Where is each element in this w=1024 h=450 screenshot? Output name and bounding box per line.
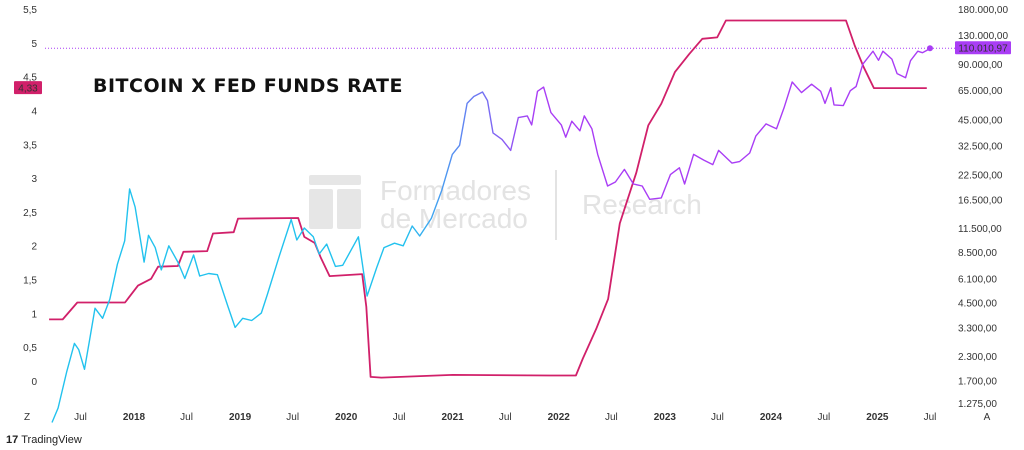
watermark-line1: Formadores — [380, 175, 531, 206]
x-tick-label: Jul — [74, 412, 87, 423]
right-tick-label: 11.500,00 — [958, 224, 1002, 235]
x-tick-label: 2020 — [335, 412, 358, 423]
right-tick-label: 130.000,00 — [958, 31, 1008, 42]
right-axis: 180.000,00 130.000,00 90.000,00 65.000,00 45… — [958, 5, 1008, 410]
x-tick-label: 2023 — [654, 412, 677, 423]
left-tick-label: 0 — [31, 377, 37, 388]
x-axis: Jul 2018 Jul 2019 Jul 2020 Jul 2021 Jul 2022 Jul 20… — [74, 412, 936, 423]
x-tick-label: 2022 — [548, 412, 571, 423]
left-tick-label: 4,5 — [23, 73, 37, 84]
x-tick-label: Jul — [711, 412, 724, 423]
x-tick-label: Jul — [499, 412, 512, 423]
right-tick-label: 16.500,00 — [958, 195, 1003, 206]
btc-current-label: 110.010,97 — [958, 44, 1008, 55]
footer-brand: TradingView — [21, 434, 82, 446]
left-tick-label: 5,5 — [23, 5, 37, 16]
x-tick-label: 2018 — [123, 412, 146, 423]
right-tick-label: 22.500,00 — [958, 171, 1003, 182]
right-tick-label: 180.000,00 — [958, 5, 1008, 16]
x-tick-label: Jul — [393, 412, 406, 423]
left-tick-label: 2,5 — [23, 208, 37, 219]
chart-title: BITCOIN X FED FUNDS RATE — [93, 75, 403, 97]
x-tick-label: Jul — [605, 412, 618, 423]
bitcoin-line — [51, 47, 931, 423]
bitcoin-last-point — [926, 45, 933, 52]
right-tick-label: 6.100,00 — [958, 275, 997, 286]
x-tick-label: 2021 — [441, 412, 464, 423]
right-tick-label: 4.500,00 — [958, 299, 997, 310]
x-tick-label: Jul — [924, 412, 937, 423]
right-tick-label: 8.500,00 — [958, 248, 997, 259]
left-axis: 0 0,5 1 1,5 2 2,5 3 3,5 4 4,5 5 5,5 — [23, 5, 37, 388]
watermark-right: Research — [582, 189, 702, 220]
footer: 17 TradingView — [6, 434, 82, 446]
left-tick-label: 4 — [31, 106, 37, 117]
axis-corner-right[interactable]: A — [984, 412, 991, 423]
left-tick-label: 3 — [31, 174, 37, 185]
left-tick-label: 0,5 — [23, 343, 37, 354]
watermark: Formadores de Mercado Research — [309, 170, 702, 240]
watermark-line2: de Mercado — [380, 203, 528, 234]
right-tick-label: 45.000,00 — [958, 115, 1003, 126]
right-tick-label: 2.300,00 — [958, 352, 997, 363]
x-tick-label: Jul — [180, 412, 193, 423]
left-tick-label: 1,5 — [23, 276, 37, 287]
right-tick-label: 65.000,00 — [958, 86, 1003, 97]
fed-funds-line — [49, 19, 927, 379]
right-tick-label: 3.300,00 — [958, 323, 997, 334]
x-tick-label: Jul — [286, 412, 299, 423]
axis-corner-left[interactable]: Z — [24, 412, 30, 423]
right-tick-label: 1.700,00 — [958, 376, 997, 387]
right-tick-label: 32.500,00 — [958, 141, 1003, 152]
x-tick-label: 2019 — [229, 412, 252, 423]
right-tick-label: 90.000,00 — [958, 60, 1003, 71]
fed-current-label: 4,33 — [18, 84, 38, 95]
x-tick-label: Jul — [817, 412, 830, 423]
watermark-logo-icon — [309, 175, 361, 229]
left-tick-label: 5 — [31, 39, 37, 50]
btc-current-badge: 110.010,97 — [955, 41, 1011, 55]
fed-current-badge: 4,33 — [14, 81, 42, 95]
x-tick-label: 2025 — [866, 412, 889, 423]
tradingview-logo-icon: 17 — [6, 434, 19, 446]
left-tick-label: 1 — [31, 309, 37, 320]
right-tick-label: 1.275,00 — [958, 399, 997, 410]
x-tick-label: 2024 — [760, 412, 783, 423]
left-tick-label: 2 — [31, 242, 37, 253]
left-tick-label: 3,5 — [23, 140, 37, 151]
